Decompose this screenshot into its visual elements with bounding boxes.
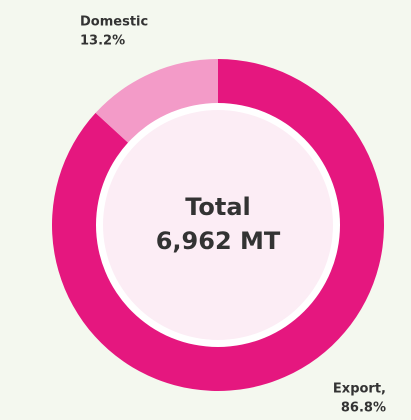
center-value: 6,962 MT	[156, 227, 281, 255]
slice-label: Export,	[333, 382, 386, 397]
slice-value-label: 13.2%	[80, 34, 125, 49]
center-title: Total	[185, 193, 251, 221]
slice-value-label: 86.8%	[341, 401, 386, 416]
slice-label: Domestic	[80, 15, 148, 30]
inner-disc	[103, 110, 333, 340]
